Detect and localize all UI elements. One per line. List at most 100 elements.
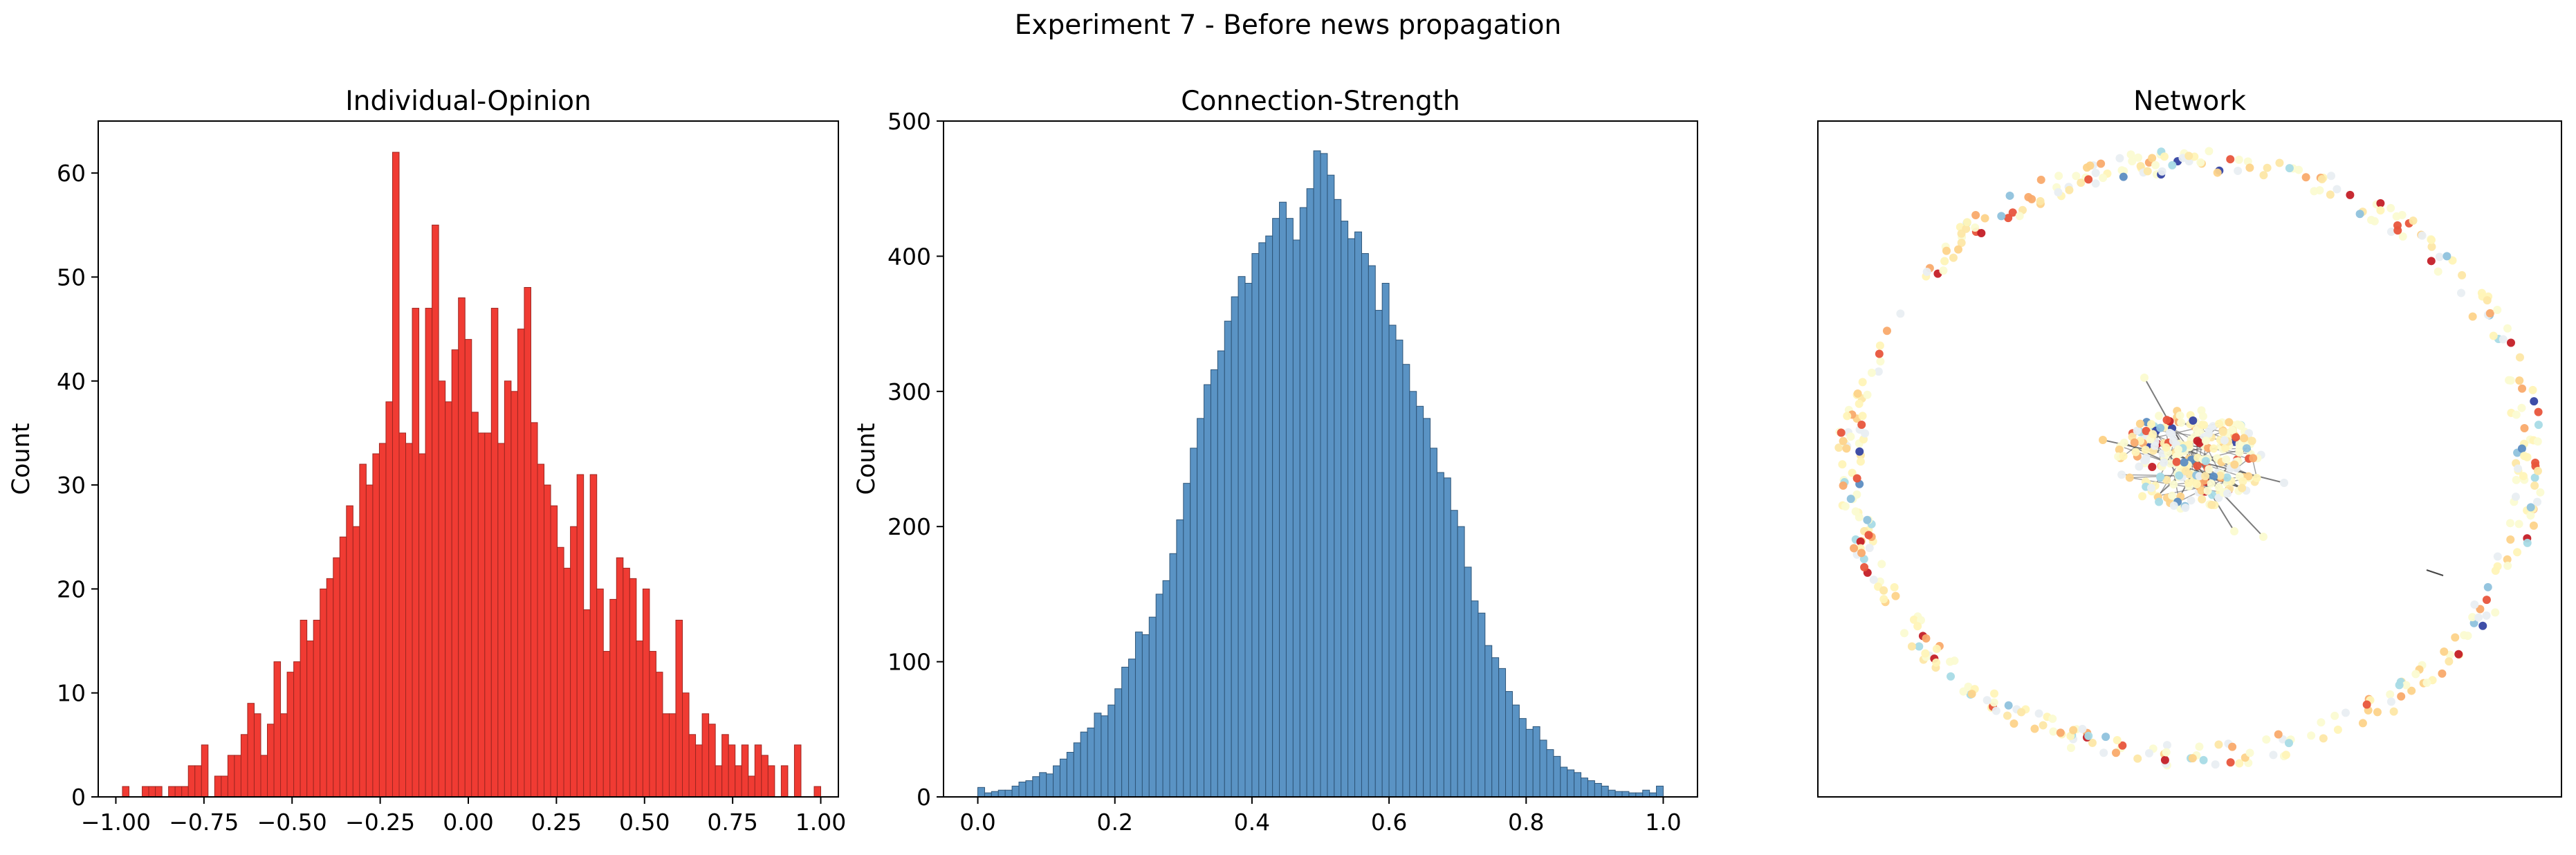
connection-strength-histogram-panel: Connection-Strength 0.0 0.2 0.4 0.6 0.8 1.0 0 10… bbox=[853, 86, 1698, 836]
network-node bbox=[2203, 486, 2212, 495]
x-tick-label: 0.4 bbox=[1234, 809, 1270, 836]
network-node bbox=[2533, 466, 2542, 475]
bar bbox=[352, 526, 360, 798]
network-node bbox=[2245, 748, 2254, 757]
bar bbox=[1210, 369, 1218, 798]
bar bbox=[537, 463, 545, 798]
bar bbox=[1094, 712, 1102, 798]
bar bbox=[253, 713, 261, 798]
network-node bbox=[1909, 615, 1918, 624]
network-node bbox=[2099, 748, 2108, 757]
network-node bbox=[2346, 190, 2355, 199]
bar bbox=[504, 380, 512, 798]
bar bbox=[563, 567, 571, 798]
bar bbox=[721, 734, 729, 798]
network-node bbox=[2235, 448, 2244, 457]
bar bbox=[793, 744, 802, 798]
network-node bbox=[2005, 191, 2014, 200]
network-node bbox=[2113, 736, 2122, 745]
network-node bbox=[1940, 257, 1949, 266]
network-node bbox=[2503, 561, 2512, 570]
network-node bbox=[1863, 390, 1872, 399]
network-node bbox=[2442, 252, 2451, 261]
network-node bbox=[2151, 160, 2160, 169]
network-node bbox=[2146, 484, 2155, 493]
network-node bbox=[2184, 479, 2193, 488]
network-node bbox=[2175, 411, 2184, 420]
network-node bbox=[2491, 566, 2500, 575]
bar bbox=[1608, 789, 1616, 798]
network-node bbox=[2048, 715, 2057, 724]
y-tick-label: 10 bbox=[57, 680, 86, 707]
network-node bbox=[1857, 420, 1866, 429]
network-node bbox=[2088, 738, 2097, 747]
network-node bbox=[2514, 464, 2523, 473]
network-node bbox=[2483, 296, 2492, 305]
network-node bbox=[2054, 187, 2063, 196]
x-tick-label: −1.00 bbox=[81, 809, 151, 836]
network-node bbox=[2534, 421, 2543, 430]
network-node bbox=[2427, 257, 2436, 266]
network-node bbox=[1839, 481, 1848, 490]
network-node bbox=[2214, 483, 2223, 492]
network-node bbox=[2112, 748, 2121, 757]
network-node bbox=[2483, 582, 2492, 591]
network-node bbox=[2184, 440, 2193, 449]
x-tick-label: 1.0 bbox=[1645, 809, 1681, 836]
bar bbox=[1574, 772, 1582, 798]
network-node bbox=[2317, 175, 2326, 184]
network-node bbox=[2451, 633, 2460, 642]
bar bbox=[623, 567, 630, 798]
bar bbox=[326, 578, 334, 798]
bar bbox=[293, 661, 301, 798]
bar bbox=[1471, 600, 1479, 798]
bar bbox=[122, 786, 130, 798]
network-node bbox=[2534, 407, 2543, 416]
network-node bbox=[2228, 742, 2237, 751]
network-node bbox=[2245, 163, 2254, 172]
network-node bbox=[2330, 711, 2339, 720]
axes-frame bbox=[943, 120, 1698, 798]
network-node bbox=[1962, 218, 1971, 227]
bar bbox=[490, 308, 499, 798]
network-node bbox=[2115, 154, 2124, 163]
network-node bbox=[2039, 721, 2048, 730]
network-node bbox=[2169, 502, 2178, 511]
bar bbox=[333, 557, 340, 798]
bar bbox=[695, 744, 703, 798]
bars bbox=[122, 151, 822, 798]
bar bbox=[1368, 265, 1376, 798]
network-node bbox=[1838, 460, 1847, 469]
network-node bbox=[2216, 471, 2225, 480]
network-node bbox=[2133, 754, 2142, 763]
network-node bbox=[2084, 731, 2093, 740]
network-node bbox=[2097, 159, 2106, 168]
bar bbox=[701, 713, 710, 798]
network-node bbox=[1959, 687, 1968, 696]
network-node bbox=[2209, 444, 2218, 453]
bar bbox=[1141, 634, 1150, 798]
network-node bbox=[2395, 681, 2404, 690]
x-tick-label: 1.00 bbox=[795, 809, 846, 836]
bar bbox=[1299, 207, 1307, 798]
network-node bbox=[2084, 175, 2093, 184]
network-node bbox=[2223, 473, 2232, 482]
bar bbox=[385, 401, 393, 798]
network-node bbox=[2333, 185, 2342, 194]
bar bbox=[155, 786, 163, 798]
network-node bbox=[2470, 600, 2479, 609]
network-node bbox=[1991, 706, 2000, 715]
network-node bbox=[2004, 214, 2013, 223]
network-edges bbox=[2102, 377, 2444, 576]
network-node bbox=[2275, 158, 2284, 167]
network-node bbox=[2269, 751, 2278, 760]
network-node bbox=[2493, 305, 2502, 314]
network-node bbox=[2118, 741, 2127, 750]
bar bbox=[1395, 340, 1404, 798]
bar bbox=[675, 619, 683, 798]
bar bbox=[234, 755, 241, 798]
network-node bbox=[1922, 634, 1931, 643]
network-node bbox=[2434, 267, 2442, 276]
network-node bbox=[2165, 428, 2174, 437]
bar bbox=[616, 557, 624, 798]
